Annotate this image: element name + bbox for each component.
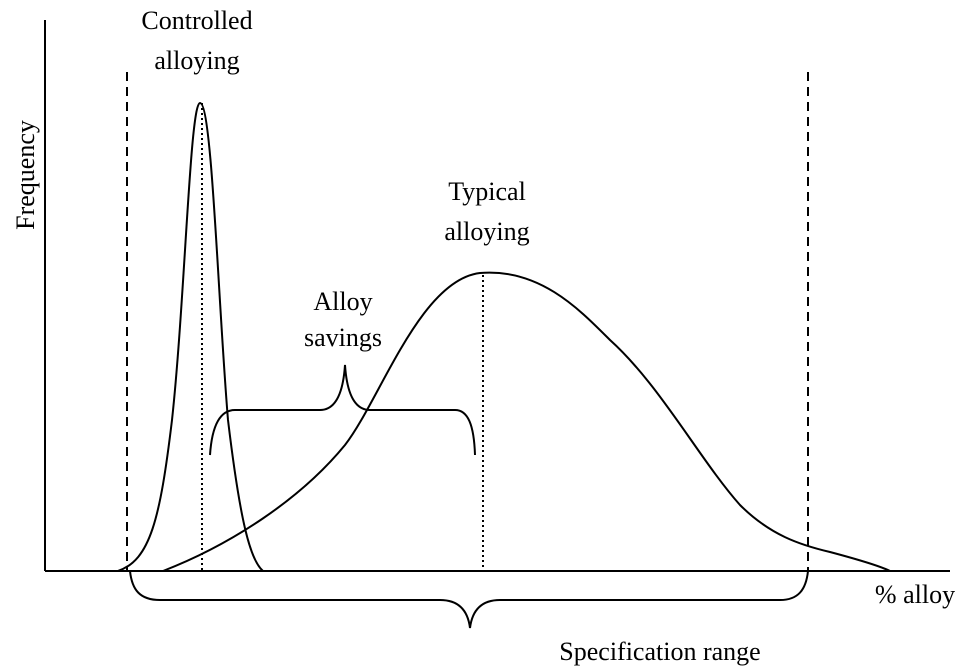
x-axis-label: % alloy bbox=[875, 580, 955, 609]
label: Typical bbox=[448, 177, 526, 206]
label: Controlled bbox=[141, 6, 252, 35]
label: alloying bbox=[444, 217, 529, 246]
label: alloying bbox=[154, 46, 239, 75]
spec-brace bbox=[129, 570, 809, 629]
label: Alloy bbox=[313, 287, 372, 316]
controlled-curve bbox=[117, 101, 264, 572]
typical-curve bbox=[162, 271, 891, 572]
label: savings bbox=[304, 323, 382, 352]
savings-bracket bbox=[209, 364, 476, 456]
label: Specification range bbox=[559, 637, 760, 666]
y-axis-label: Frequency bbox=[11, 120, 40, 230]
